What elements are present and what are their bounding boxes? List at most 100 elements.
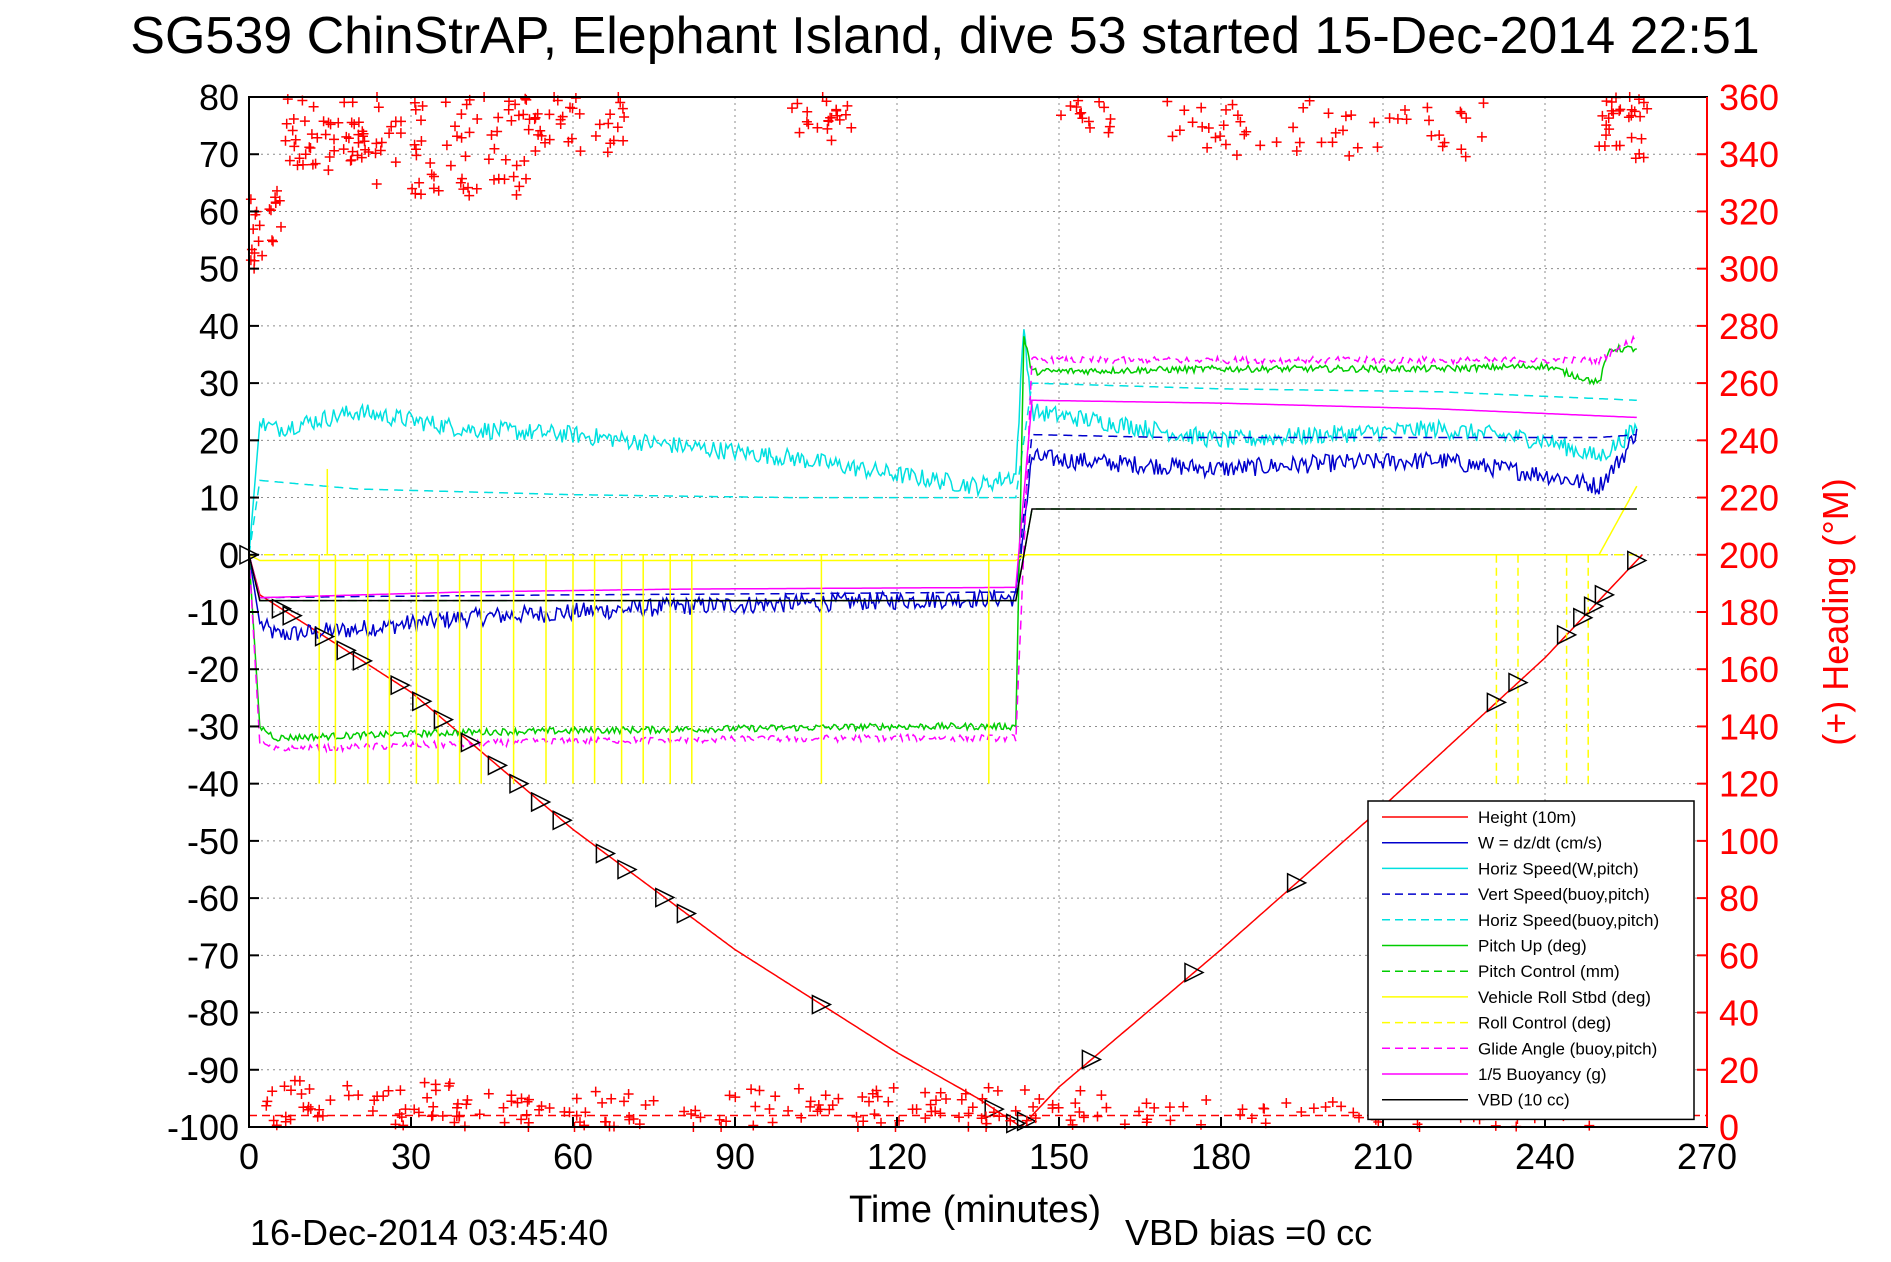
y2-tick-label: 360 xyxy=(1719,77,1779,118)
heading-point xyxy=(624,1112,635,1122)
heading-point xyxy=(1056,110,1066,121)
heading-point xyxy=(325,119,336,130)
heading-point xyxy=(324,152,335,162)
heading-point xyxy=(1294,137,1305,148)
heading-point xyxy=(1141,1098,1152,1109)
heading-point xyxy=(298,1102,309,1113)
y-tick-label: -90 xyxy=(187,1050,239,1091)
heading-point xyxy=(1626,132,1637,143)
heading-point xyxy=(506,1090,517,1101)
heading-point xyxy=(1346,110,1357,121)
heading-point xyxy=(1010,1105,1021,1116)
heading-point xyxy=(1202,142,1213,153)
heading-point xyxy=(1352,142,1363,153)
y2-tick-label: 180 xyxy=(1719,592,1779,633)
heading-point xyxy=(1271,137,1282,148)
heading-point xyxy=(565,102,575,113)
height-marker xyxy=(390,674,411,696)
heading-point xyxy=(329,145,340,156)
heading-point xyxy=(305,1103,316,1114)
legend-label: Horiz Speed(buoy,pitch) xyxy=(1478,911,1659,930)
heading-point xyxy=(1623,112,1634,123)
heading-point xyxy=(1221,104,1231,115)
heading-point xyxy=(445,160,456,171)
y-tick-label: -60 xyxy=(187,878,239,919)
heading-point xyxy=(1246,1113,1257,1124)
heading-point xyxy=(1426,130,1437,141)
legend-label: Horiz Speed(W,pitch) xyxy=(1478,859,1639,878)
heading-point xyxy=(1336,1101,1347,1112)
heading-point xyxy=(266,205,276,216)
heading-point xyxy=(960,1088,971,1099)
heading-point xyxy=(428,1101,439,1112)
heading-point xyxy=(464,190,475,201)
heading-point xyxy=(292,160,303,171)
heading-point xyxy=(833,1093,844,1104)
legend-label: Vehicle Roll Stbd (deg) xyxy=(1478,988,1651,1007)
heading-point xyxy=(1344,150,1355,161)
heading-point xyxy=(1077,113,1088,124)
y2-tick-label: 160 xyxy=(1719,649,1779,690)
heading-point xyxy=(805,1096,816,1107)
heading-point xyxy=(279,1081,290,1092)
heading-point xyxy=(787,103,797,114)
height-marker xyxy=(530,791,552,813)
heading-point xyxy=(724,1090,735,1101)
heading-point xyxy=(1369,117,1380,128)
heading-point xyxy=(1320,1102,1331,1112)
heading-point xyxy=(935,1108,946,1119)
heading-point xyxy=(802,106,813,117)
heading-point xyxy=(414,177,425,188)
heading-point xyxy=(264,204,275,215)
heading-point xyxy=(1601,120,1612,131)
heading-point xyxy=(544,109,555,120)
heading-point xyxy=(1455,106,1466,117)
heading-point xyxy=(512,1097,523,1108)
heading-point xyxy=(287,125,298,136)
heading-point xyxy=(409,139,420,150)
height-marker xyxy=(314,626,336,647)
heading-point xyxy=(793,1083,804,1094)
heading-point xyxy=(508,171,519,182)
y-tick-label: 20 xyxy=(199,420,239,461)
x-tick-label: 30 xyxy=(391,1136,431,1177)
heading-point xyxy=(1187,117,1198,128)
heading-point xyxy=(1203,123,1214,133)
heading-point xyxy=(1456,144,1467,155)
heading-point xyxy=(544,134,555,145)
heading-point xyxy=(754,1085,765,1096)
heading-point xyxy=(907,1104,918,1115)
heading-point xyxy=(461,1099,472,1110)
heading-point xyxy=(803,119,814,130)
heading-point xyxy=(1308,1103,1319,1114)
heading-point xyxy=(483,154,494,165)
heading-point xyxy=(452,1102,462,1113)
heading-point xyxy=(920,1087,931,1098)
heading-point xyxy=(1220,139,1231,150)
heading-point xyxy=(606,1093,617,1104)
heading-point xyxy=(1456,108,1467,119)
heading-point xyxy=(748,1120,759,1131)
heading-point xyxy=(994,1111,1005,1122)
series-line-9 xyxy=(248,334,1638,755)
heading-point xyxy=(1323,108,1334,119)
heading-point xyxy=(359,136,370,147)
heading-point xyxy=(579,1120,590,1131)
heading-point xyxy=(444,1078,455,1089)
legend-box xyxy=(1367,800,1695,1121)
heading-point xyxy=(764,1104,775,1114)
y2-tick-label: 260 xyxy=(1719,363,1779,404)
heading-point xyxy=(462,1095,473,1105)
y2-tick-label: 320 xyxy=(1719,191,1779,232)
heading-point xyxy=(1165,1115,1176,1126)
heading-point xyxy=(1083,116,1094,127)
heading-point xyxy=(426,1111,437,1122)
heading-point xyxy=(323,117,334,128)
y-tick-label: -100 xyxy=(167,1107,239,1148)
heading-point xyxy=(796,1112,807,1123)
heading-point xyxy=(602,147,613,158)
heading-point xyxy=(353,1090,364,1101)
heading-point xyxy=(603,118,614,129)
y-tick-label: 60 xyxy=(199,191,239,232)
heading-point xyxy=(1074,1107,1085,1117)
